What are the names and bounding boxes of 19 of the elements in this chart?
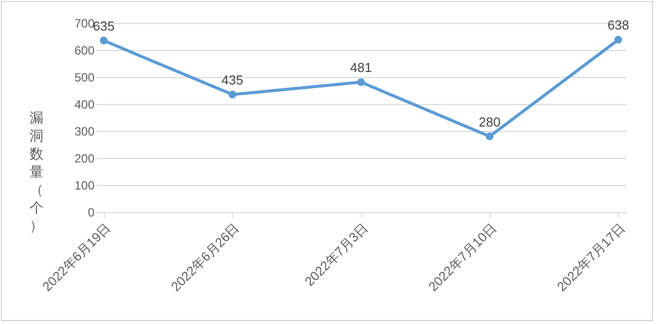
point bbox=[100, 36, 108, 44]
y-tick-label: 400 bbox=[74, 98, 95, 112]
data-label: 435 bbox=[222, 72, 244, 88]
point bbox=[228, 90, 236, 98]
data-label: 481 bbox=[350, 60, 372, 76]
y-axis-title: 漏洞数量（个） bbox=[30, 110, 44, 234]
point bbox=[357, 78, 365, 86]
data-label: 638 bbox=[607, 18, 630, 33]
y-tick-label: 0 bbox=[88, 206, 95, 220]
data-label: 280 bbox=[478, 114, 500, 130]
point bbox=[614, 36, 622, 44]
y-tick-label: 500 bbox=[74, 70, 95, 84]
y-tick-label: 600 bbox=[74, 44, 95, 58]
y-tick-label: 700 bbox=[74, 16, 95, 30]
y-tick-label: 200 bbox=[74, 152, 95, 166]
data-label: 635 bbox=[92, 18, 115, 34]
y-tick-label: 300 bbox=[74, 124, 95, 138]
y-tick-label: 100 bbox=[74, 178, 95, 192]
point bbox=[486, 132, 494, 140]
